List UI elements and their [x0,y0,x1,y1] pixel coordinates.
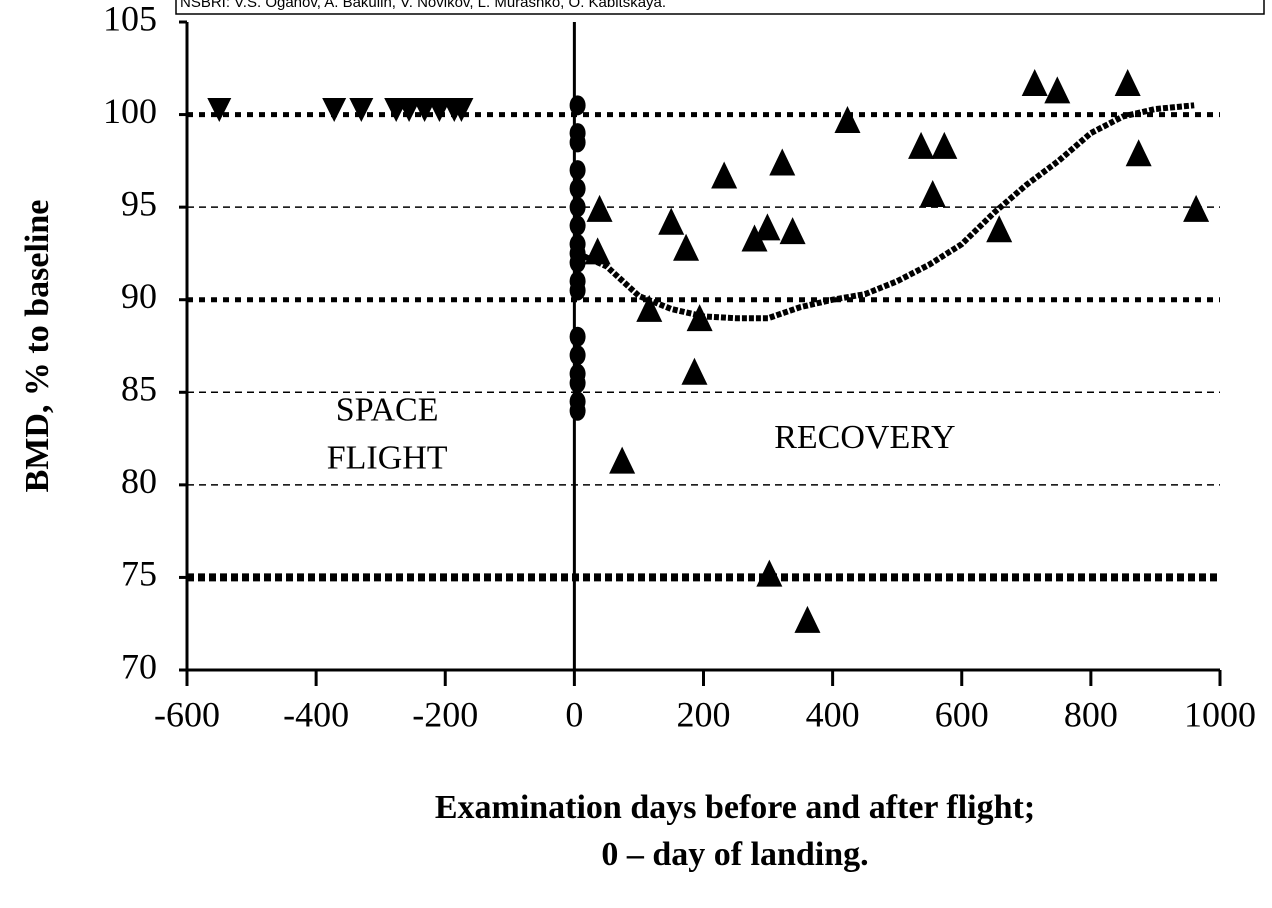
point [569,160,586,181]
annotation: FLIGHT [327,440,448,477]
trend-line [576,102,1195,322]
point [569,326,586,347]
point [1114,68,1141,96]
point [397,98,422,123]
point [569,345,586,366]
point [1044,76,1071,104]
point [681,357,708,385]
point [769,148,796,176]
point [586,194,613,222]
point [711,161,738,189]
point [569,252,586,273]
y-tick-label: 105 [103,0,157,38]
point [756,559,783,587]
x-tick-label: 800 [1064,694,1118,734]
x-tick-label: 400 [806,694,860,734]
y-tick-label: 80 [121,461,157,501]
point [754,213,781,241]
x-tick-label: -600 [154,694,220,734]
point [1125,139,1152,167]
x-tick-label: 200 [677,694,731,734]
point [569,373,586,394]
point [449,98,474,123]
point [658,207,685,235]
point [794,605,821,633]
header: NSBRI: V.S. Oganov, A. Bakulin, V. Novik… [180,0,666,11]
annotation: RECOVERY [774,419,955,456]
y-axis-label: BMD, % to baseline [19,200,56,493]
point [569,400,586,421]
x-tick-label: -400 [283,694,349,734]
point [349,98,374,123]
y-tick-label: 70 [121,646,157,686]
point [569,132,586,153]
point [986,215,1013,243]
point [834,105,861,133]
y-tick-label: 95 [121,183,157,223]
point [741,224,768,252]
point [569,178,586,199]
point [569,197,586,218]
y-tick-label: 85 [121,369,157,409]
point [569,280,586,301]
point [931,131,958,159]
point [908,131,935,159]
point [919,180,946,208]
annotation: SPACE [336,392,439,429]
point [1183,194,1210,222]
x-axis-label: 0 – day of landing. [601,836,868,873]
point [1021,68,1048,96]
x-tick-label: 600 [935,694,989,734]
y-tick-label: 100 [103,91,157,131]
point [779,217,806,245]
y-tick-label: 90 [121,276,157,316]
x-tick-label: -200 [412,694,478,734]
y-tick-label: 75 [121,554,157,594]
point [207,98,232,123]
point [609,446,636,474]
x-tick-label: 1000 [1184,694,1256,734]
point [569,95,586,116]
x-tick-label: 0 [565,694,583,734]
point [322,98,347,123]
point [569,215,586,236]
point [673,233,700,261]
point [636,294,663,322]
header-box [175,0,1265,15]
x-axis-label: Examination days before and after flight… [435,789,1035,826]
